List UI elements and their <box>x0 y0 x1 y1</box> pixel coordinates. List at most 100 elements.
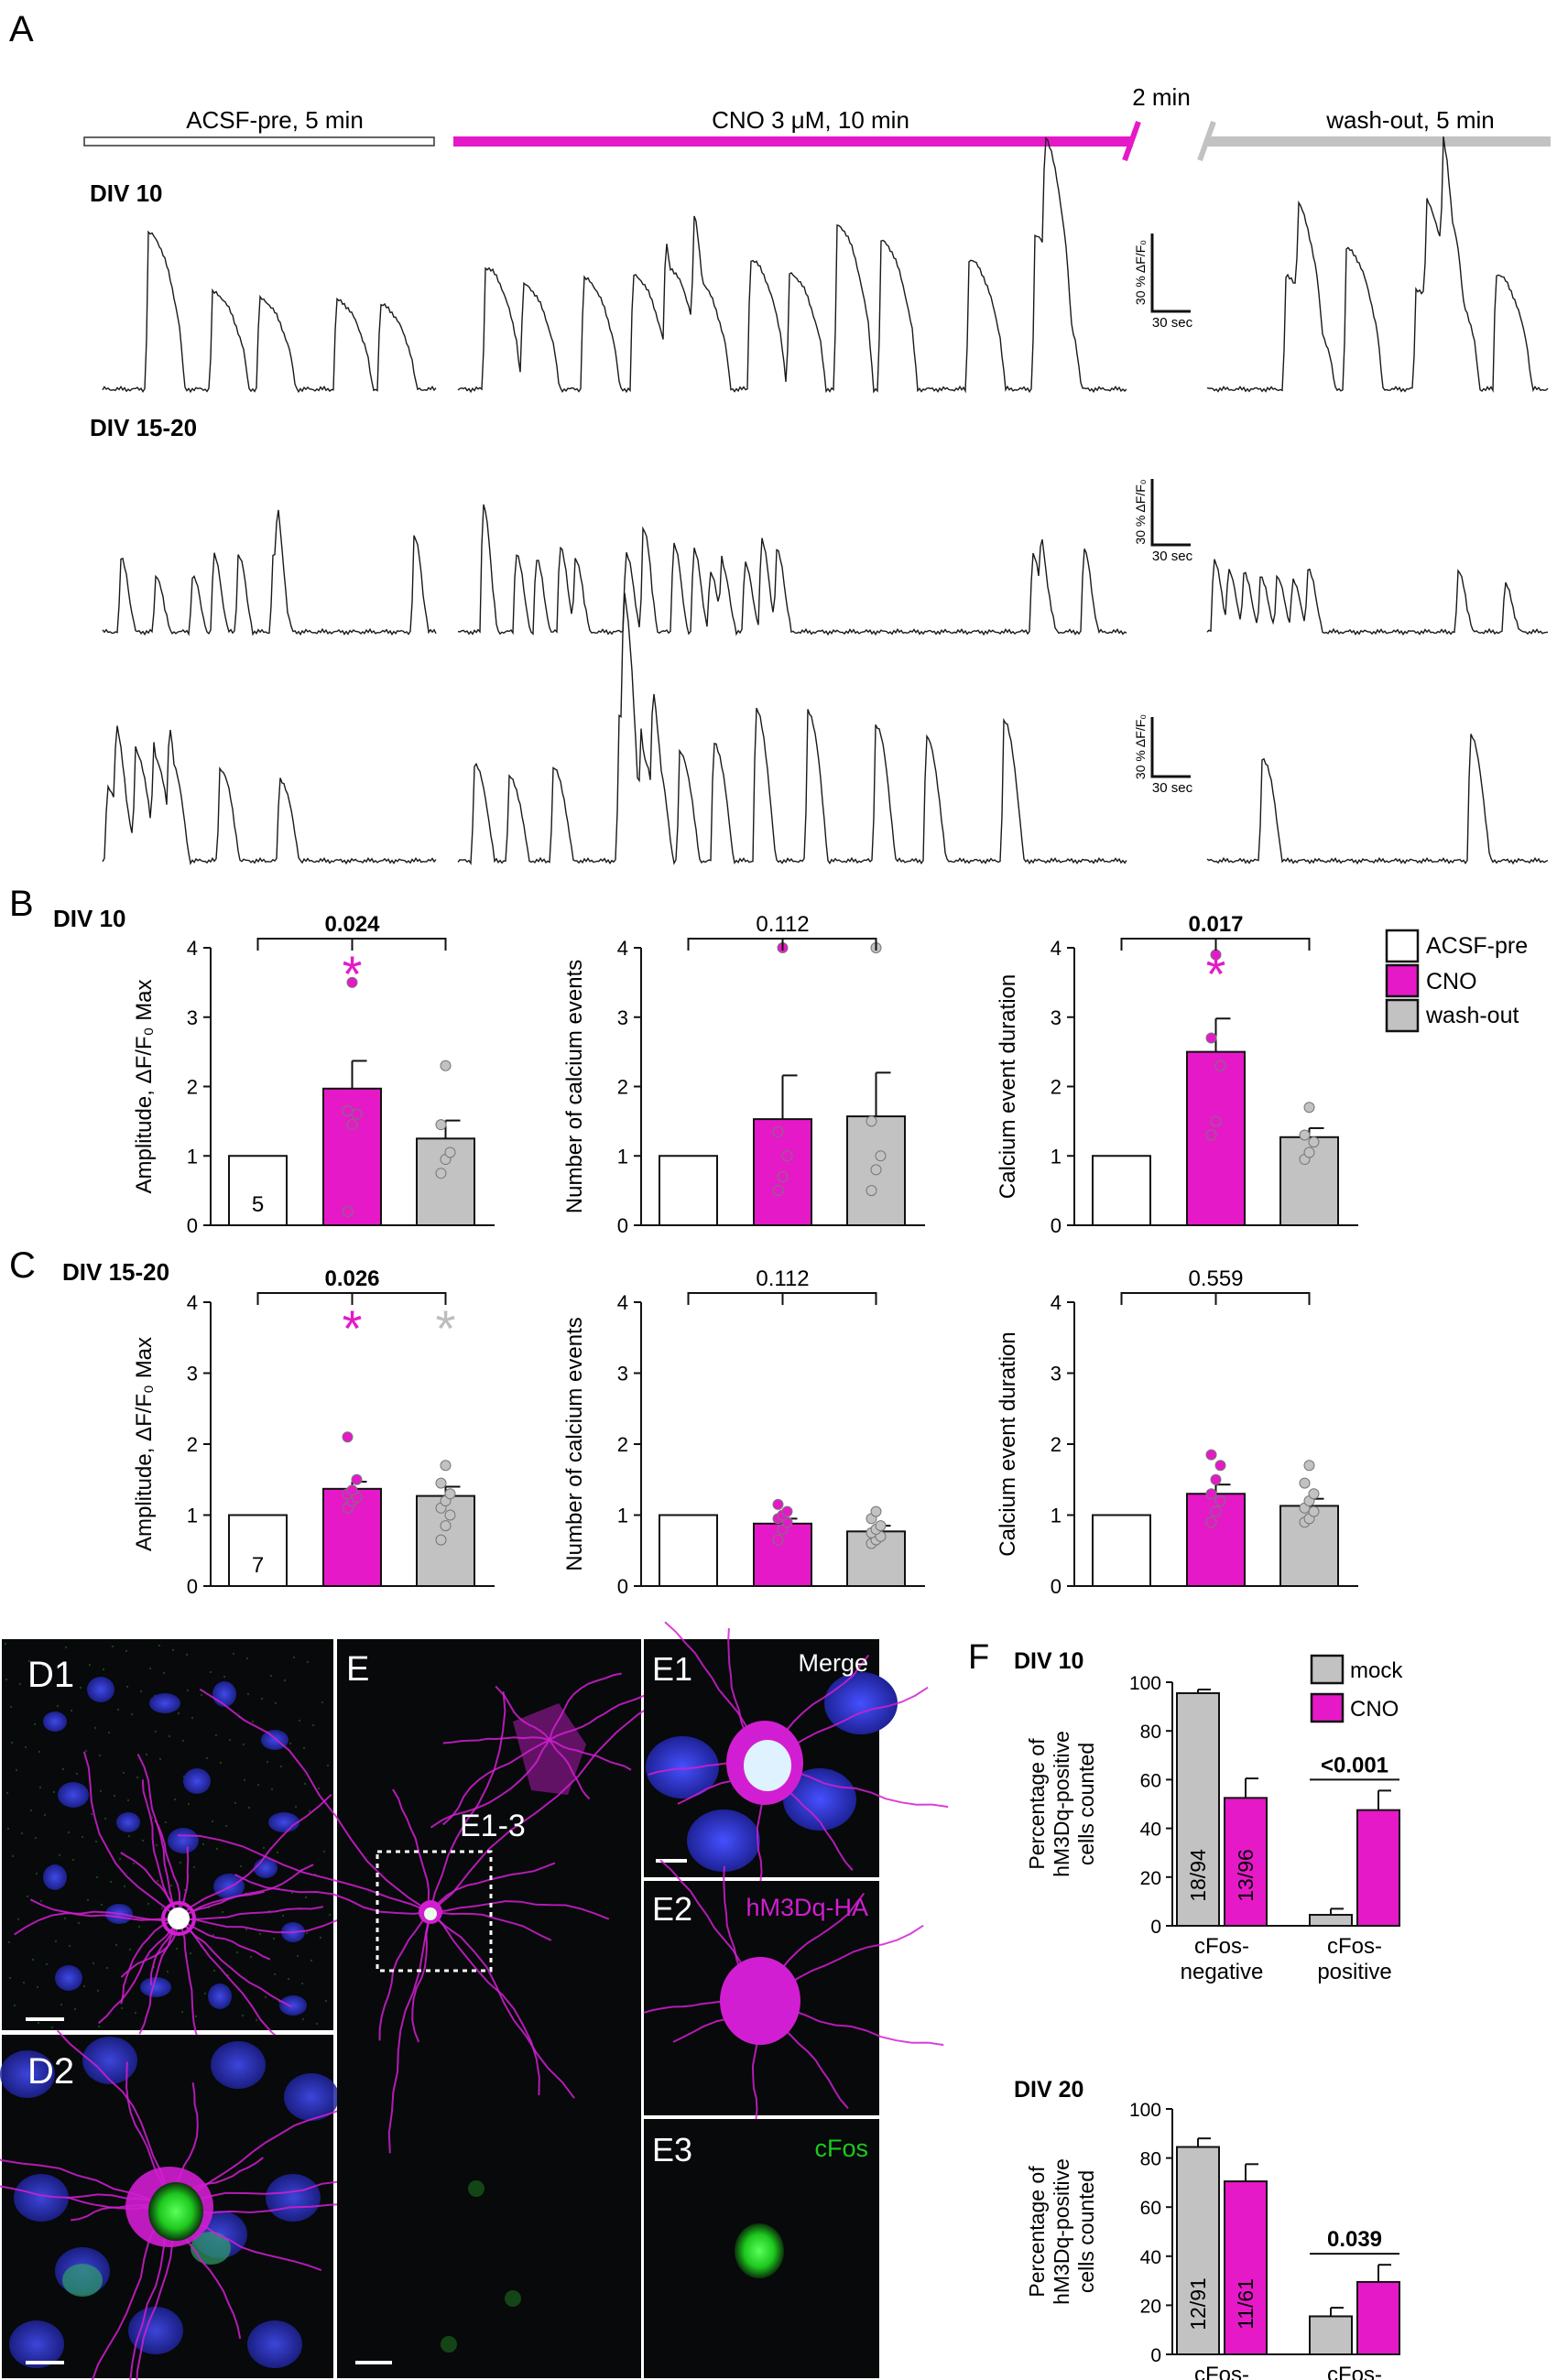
background-speckle <box>36 1985 39 1989</box>
dendrite <box>549 1694 645 1741</box>
calcium-traces <box>102 136 1549 865</box>
B1-star: * <box>343 945 363 1003</box>
B2-point <box>870 1164 882 1176</box>
F2-bar-mock-1 <box>1309 2315 1353 2355</box>
background-speckle <box>187 1802 191 1806</box>
F1-row-label: DIV 10 <box>1014 1648 1083 1674</box>
background-speckle <box>245 1657 249 1660</box>
dendrite <box>29 1898 180 1921</box>
phase-break-right <box>1197 120 1216 162</box>
C3-bar-0 <box>1092 1514 1151 1587</box>
background-speckle <box>173 1798 177 1801</box>
background-speckle <box>65 1681 69 1685</box>
background-speckle <box>71 1858 75 1862</box>
trace-row3-segment1 <box>102 725 437 865</box>
background-speckle <box>109 1880 113 1884</box>
background-speckle <box>191 1716 194 1720</box>
background-speckle <box>304 1896 308 1899</box>
background-speckle <box>164 1820 168 1824</box>
background-speckle <box>136 1776 139 1779</box>
cell-nucleus <box>43 1712 67 1732</box>
C2-ytick-label: 0 <box>617 1575 628 1598</box>
background-speckle <box>132 1862 136 1865</box>
background-speckle <box>97 2025 101 2028</box>
B1-ylabel: Amplitude, ΔF/F₀ Max <box>132 979 157 1193</box>
trace-row-label-div10: DIV 10 <box>90 179 163 207</box>
background-speckle <box>319 1936 322 1940</box>
background-speckle <box>141 1839 145 1842</box>
background-speckle <box>308 1809 311 1813</box>
dim-nucleus <box>505 2290 521 2307</box>
dendrite <box>149 1918 180 1985</box>
background-speckle <box>96 1989 100 1993</box>
background-speckle <box>29 1809 33 1812</box>
background-speckle <box>258 1932 262 1936</box>
dim-nucleus <box>468 2180 485 2197</box>
C3-point <box>1299 1477 1311 1489</box>
C1-point <box>351 1473 363 1485</box>
B2-ytick-label: 3 <box>617 1006 628 1029</box>
C1-point <box>440 1460 452 1472</box>
phase-bar-washout <box>1205 136 1551 147</box>
background-speckle <box>10 1741 14 1744</box>
background-speckle <box>234 1801 237 1805</box>
background-speckle <box>169 1884 173 1887</box>
background-speckle <box>310 1959 313 1962</box>
micrograph-e2: E2 hM3Dq-HA <box>643 1859 944 2132</box>
background-speckle <box>201 1842 205 1846</box>
C1-bar-0 <box>228 1514 288 1587</box>
phase-break-left <box>1122 120 1141 162</box>
cell-nucleus <box>87 1677 114 1702</box>
background-speckle <box>9 1705 13 1709</box>
background-speckle <box>128 1948 132 1951</box>
background-speckle <box>192 1865 196 1869</box>
scalebar-y-label: 30 % ΔF/F₀ <box>1133 240 1148 305</box>
background-speckle <box>86 1898 90 1902</box>
background-speckle <box>130 1712 134 1716</box>
background-speckle <box>61 1767 65 1771</box>
B2-ytick-label: 4 <box>617 937 628 960</box>
background-speckle <box>105 1966 109 1970</box>
C3-ytick-label: 3 <box>1051 1363 1062 1386</box>
background-speckle <box>322 1850 326 1853</box>
background-speckle <box>158 1757 162 1761</box>
cell-nucleus <box>646 1736 719 1799</box>
phase-label-washout: wash-out, 5 min <box>1325 106 1495 134</box>
phase-bar-acsf <box>83 136 435 147</box>
B2-point <box>777 1170 789 1182</box>
F2-inbar-label: 11/61 <box>1234 2278 1258 2330</box>
micrograph-e3: E3 cFos <box>644 2119 879 2378</box>
background-speckle <box>90 1812 93 1816</box>
C3-bar-1 <box>1186 1493 1246 1587</box>
background-speckle <box>38 1786 42 1789</box>
B2-ytick-label: 0 <box>617 1214 628 1237</box>
background-speckle <box>185 1653 189 1657</box>
C3-point <box>1210 1473 1222 1485</box>
background-speckle <box>179 1861 182 1864</box>
background-speckle <box>189 1951 192 1955</box>
background-speckle <box>232 1652 235 1656</box>
B1-ytick-label: 3 <box>187 1006 198 1029</box>
F1-group-label: negative <box>1181 1960 1264 1984</box>
dendrite <box>430 1911 540 2096</box>
cell-nucleus <box>284 2073 339 2121</box>
background-speckle <box>100 1903 103 1907</box>
C3-point <box>1210 1505 1222 1517</box>
dendrite <box>178 1846 190 1919</box>
phase-label-acsf: ACSF-pre, 5 min <box>186 106 364 134</box>
background-speckle <box>54 1940 58 1943</box>
panel-letter-e2: E2 <box>652 1890 692 1928</box>
background-speckle <box>125 1685 129 1689</box>
B1-bar-0 <box>228 1155 288 1226</box>
background-speckle <box>270 1788 274 1791</box>
cell-nucleus <box>0 2050 55 2098</box>
background-speckle <box>296 1954 299 1958</box>
C1-ytick-label: 4 <box>187 1291 198 1314</box>
B2-point <box>866 1185 877 1197</box>
B1-ytick-label: 4 <box>187 937 198 960</box>
trace-row2-segment1 <box>102 509 437 636</box>
background-speckle <box>4 1642 7 1646</box>
background-speckle <box>242 1743 245 1746</box>
dendrite <box>442 1736 550 1744</box>
C3-ytick-label: 2 <box>1051 1433 1062 1456</box>
